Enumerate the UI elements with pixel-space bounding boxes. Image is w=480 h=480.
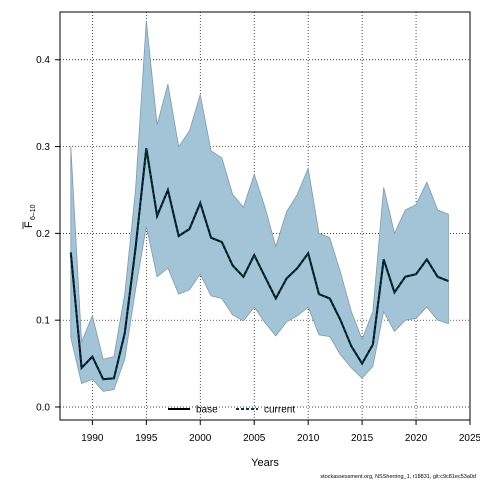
y-axis-title-subscript: 6–10 xyxy=(30,204,37,220)
y-tick-label: 0.3 xyxy=(36,142,50,153)
y-axis-title: F 6–10 xyxy=(22,204,37,229)
x-tick-label: 1990 xyxy=(81,433,104,444)
x-tick-label: 2020 xyxy=(405,433,428,444)
x-tick-label: 2000 xyxy=(189,433,212,444)
x-tick-label: 2015 xyxy=(351,433,374,444)
x-axis-title: Years xyxy=(251,457,279,469)
x-axis: 1990 1995 2000 2005 2010 2015 2020 2025 xyxy=(81,420,480,444)
credit-text: stockassessment.org, NSSherring_1, r1883… xyxy=(320,474,476,480)
legend-base-label: base xyxy=(196,405,218,416)
x-tick-label: 2005 xyxy=(243,433,266,444)
y-tick-label: 0.0 xyxy=(36,402,50,413)
series-lines xyxy=(69,148,449,381)
series-line-current xyxy=(69,148,449,381)
x-tick-label: 1995 xyxy=(135,433,158,444)
plot-frame xyxy=(59,11,471,421)
x-tick-label: 2010 xyxy=(297,433,320,444)
y-tick-label: 0.4 xyxy=(36,55,50,66)
y-axis: 0.0 0.1 0.2 0.3 0.4 xyxy=(36,55,60,413)
confidence-band-area xyxy=(70,20,449,392)
confidence-band xyxy=(70,20,449,392)
y-axis-title-main: F xyxy=(23,221,35,228)
y-tick-label: 0.2 xyxy=(36,229,50,240)
y-tick-label: 0.1 xyxy=(36,316,50,327)
legend: base current xyxy=(168,405,295,416)
legend-current-label: current xyxy=(264,405,295,416)
x-tick-label: 2025 xyxy=(459,433,480,444)
